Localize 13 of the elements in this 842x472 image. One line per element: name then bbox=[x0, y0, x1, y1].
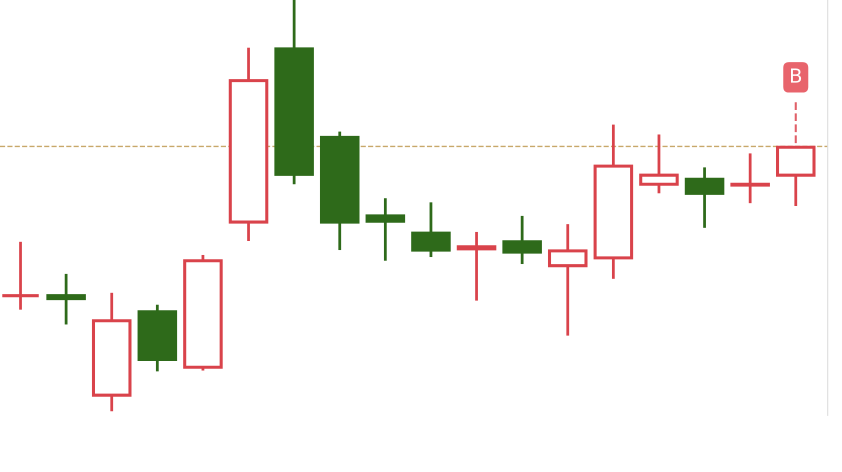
candlestick bbox=[92, 291, 132, 413]
candlestick bbox=[456, 230, 496, 302]
candlestick bbox=[46, 272, 86, 326]
candlestick bbox=[548, 222, 588, 337]
candlestick bbox=[639, 133, 679, 195]
candlestick bbox=[228, 46, 268, 242]
candlestick bbox=[502, 214, 542, 266]
candlestick bbox=[730, 152, 770, 205]
candlestick bbox=[366, 196, 406, 262]
candlestick bbox=[684, 166, 724, 230]
candlestick bbox=[594, 123, 634, 280]
candlestick bbox=[0, 240, 40, 312]
annotation: B bbox=[791, 68, 802, 83]
